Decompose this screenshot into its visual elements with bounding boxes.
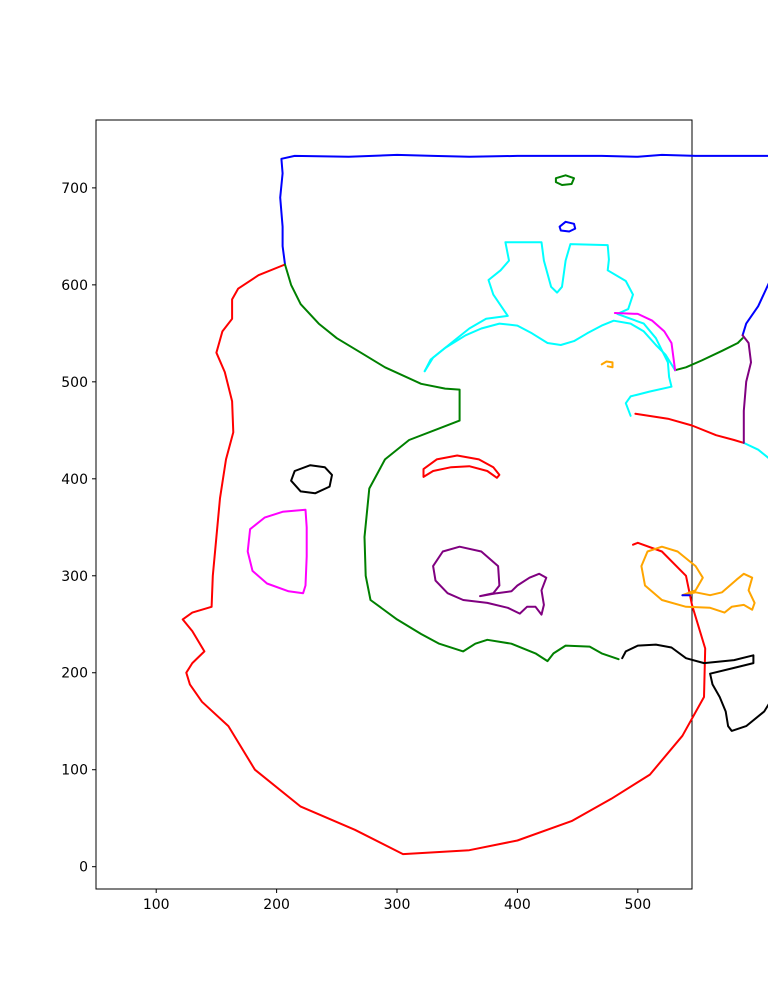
series-black-tail	[621, 643, 768, 732]
series-vase-top	[279, 153, 768, 337]
y-tick-label: 300	[61, 569, 88, 585]
series-outer-body	[181, 263, 707, 856]
series-purple-swirl	[432, 545, 548, 616]
series-upper-right-rim	[634, 412, 745, 444]
y-tick-label: 400	[61, 472, 88, 488]
series-magenta-arc	[613, 312, 677, 372]
series-green-right-join	[674, 337, 744, 372]
series-black-loop	[290, 464, 333, 495]
series-green-left-path	[284, 263, 620, 663]
y-tick-label: 100	[61, 763, 88, 779]
x-tick-label: 300	[384, 897, 411, 913]
x-tick-label: 400	[504, 897, 531, 913]
plot-frame	[95, 119, 693, 890]
x-tick-label: 200	[263, 897, 290, 913]
contour-series	[181, 153, 768, 856]
series-blue-oval	[558, 220, 577, 233]
y-tick-label: 700	[61, 181, 88, 197]
y-tick-label: 500	[61, 375, 88, 391]
series-purple-divider	[741, 334, 752, 444]
series-magenta-ear	[246, 508, 308, 595]
y-tick-label: 600	[61, 278, 88, 294]
series-inner-arc-left	[422, 454, 501, 479]
series-cyan-inner-arch	[423, 319, 677, 373]
series-green-oval	[554, 174, 575, 186]
y-tick-label: 200	[61, 666, 88, 682]
x-tick-label: 500	[624, 897, 651, 913]
series-cyan-right-body	[742, 441, 768, 459]
series-orange-small-mark	[600, 360, 614, 369]
x-tick-label: 100	[143, 897, 170, 913]
y-tick-label: 0	[79, 860, 88, 876]
axis-ticks: 100 200 300 400 500 0 100 200 300 400 500 600 700	[61, 181, 651, 913]
series-cyan-crown	[423, 241, 673, 417]
series-orange-swirl	[640, 545, 756, 614]
